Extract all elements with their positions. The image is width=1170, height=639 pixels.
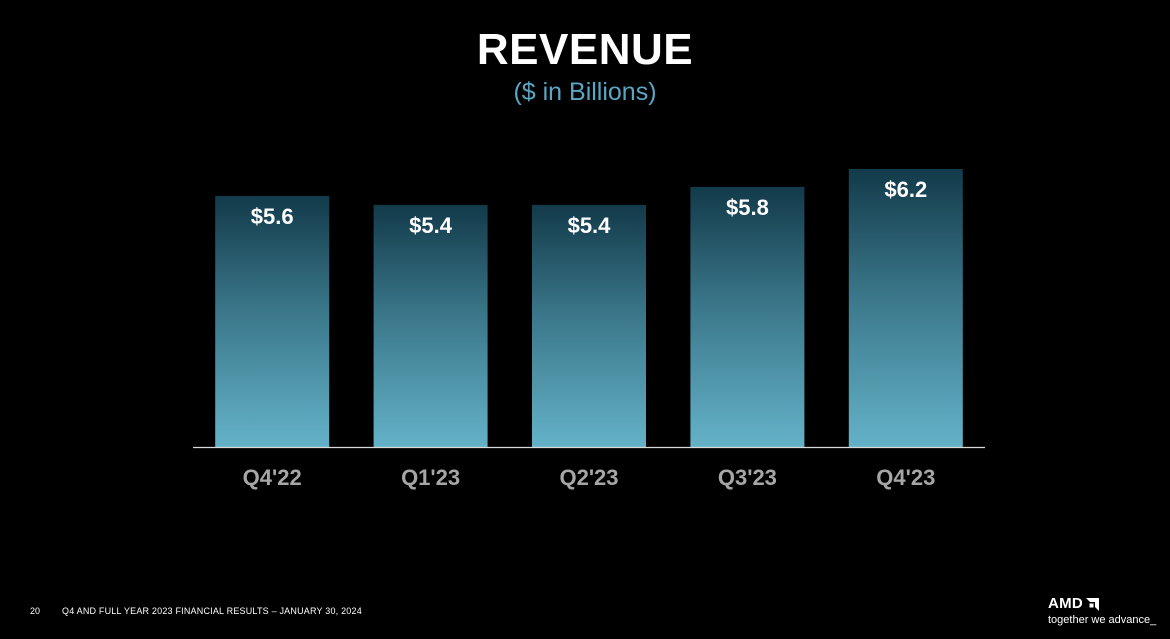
brand-logo: AMD together we advance_ xyxy=(1048,596,1158,627)
x-tick-label: Q2'23 xyxy=(559,465,618,490)
bar-q223 xyxy=(532,204,646,447)
slide-subtitle: ($ in Billions) xyxy=(513,78,657,106)
data-label: $5.6 xyxy=(251,204,294,229)
data-label: $5.8 xyxy=(726,195,769,220)
amd-arrow-icon xyxy=(1086,597,1100,611)
brand-tagline: together we advance_ xyxy=(1048,614,1157,626)
bar-q422 xyxy=(215,195,330,447)
brand-name: AMD xyxy=(1048,595,1084,612)
slide-title: REVENUE xyxy=(476,25,694,74)
bar-q323 xyxy=(690,186,805,447)
bar-q123 xyxy=(373,204,488,447)
footer-text: Q4 AND FULL YEAR 2023 FINANCIAL RESULTS … xyxy=(62,606,362,616)
x-tick-label: Q1'23 xyxy=(401,465,460,490)
data-label: $5.4 xyxy=(568,213,612,238)
data-label: $6.2 xyxy=(884,177,927,202)
x-tick-label: Q3'23 xyxy=(718,465,777,490)
footer-page-number: 20 xyxy=(30,606,41,616)
bar-q423 xyxy=(848,169,963,447)
x-tick-label: Q4'22 xyxy=(243,465,302,490)
data-label: $5.4 xyxy=(409,213,453,238)
x-tick-label: Q4'23 xyxy=(876,465,935,490)
